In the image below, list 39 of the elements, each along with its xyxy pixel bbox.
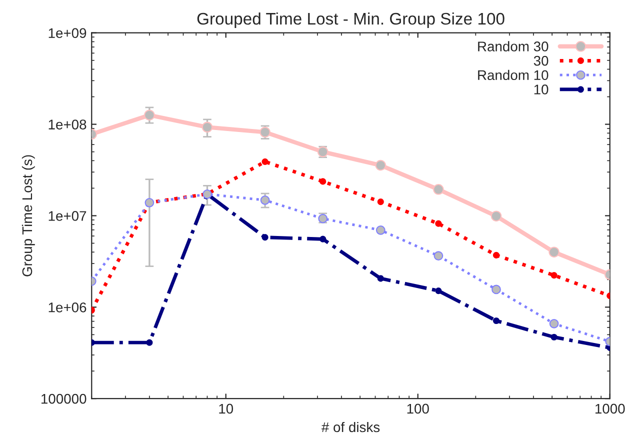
point — [377, 198, 384, 206]
point — [492, 284, 501, 294]
y-tick-label: 1e+06 — [48, 302, 86, 312]
legend-label: 30 — [534, 56, 548, 66]
point — [376, 225, 386, 235]
legend-label: Random 10 — [478, 70, 548, 80]
y-axis-title: Group Time Lost (s) — [22, 155, 35, 276]
y-tick-label: 100000 — [41, 394, 86, 404]
point — [550, 272, 558, 279]
legend-label: Random 30 — [478, 41, 548, 52]
point — [260, 195, 270, 205]
point — [492, 317, 500, 324]
x-tick-label: 1000 — [595, 404, 625, 414]
point — [433, 184, 444, 195]
y-tick-label: 1e+09 — [48, 28, 86, 38]
y-tick-label: 1e+08 — [48, 120, 86, 130]
point — [435, 220, 442, 227]
chart-title: Grouped Time Lost - Min. Group Size 100 — [197, 12, 504, 28]
point — [320, 236, 326, 242]
point — [375, 160, 386, 171]
point — [435, 287, 442, 294]
point — [377, 275, 384, 282]
point — [490, 210, 502, 222]
point — [434, 251, 444, 261]
point — [146, 339, 153, 346]
point — [550, 334, 558, 340]
point — [548, 246, 560, 258]
x-axis-title: # of disks — [321, 422, 380, 432]
point — [262, 158, 268, 165]
legend-label: 10 — [534, 84, 548, 94]
point — [144, 110, 155, 120]
point — [492, 252, 500, 258]
x-tick-label: 10 — [219, 404, 234, 414]
point — [262, 234, 268, 241]
point — [549, 318, 559, 328]
point — [202, 122, 213, 133]
y-tick-label: 1e+07 — [48, 211, 86, 221]
point — [320, 178, 326, 185]
x-tick-label: 100 — [407, 404, 429, 414]
